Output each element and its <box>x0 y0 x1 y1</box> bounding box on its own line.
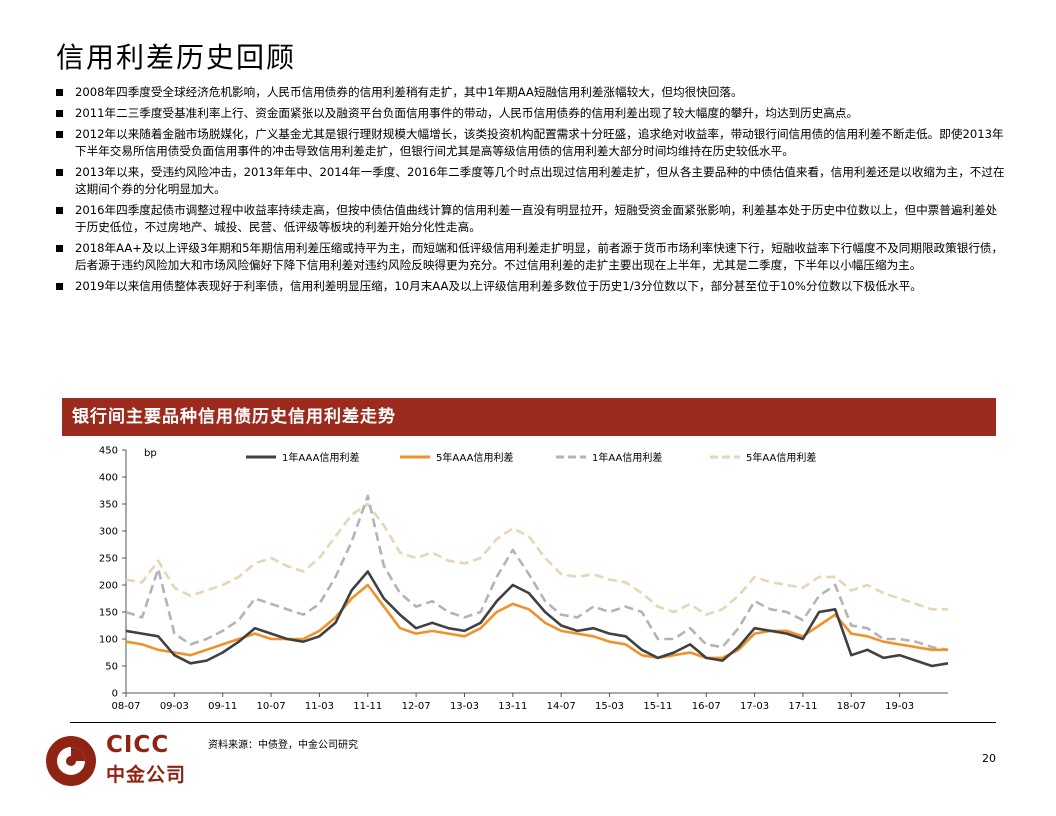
y-tick-label: 350 <box>99 500 118 511</box>
y-tick-label: 50 <box>105 662 118 673</box>
x-tick-label: 08-07 <box>111 701 140 712</box>
bullet-square-icon <box>56 89 63 96</box>
logo-text-cn: 中金公司 <box>106 764 187 786</box>
bullet-square-icon <box>56 169 63 176</box>
x-tick-label: 09-03 <box>160 701 189 712</box>
x-tick-label: 13-03 <box>450 701 479 712</box>
bullet-item: 2012年以来随着金融市场脱媒化，广义基金尤其是银行理财规模大幅增长，该类投资机… <box>56 126 1006 160</box>
legend-label-2: 5年AAA信用利差 <box>436 451 513 464</box>
logo-text-en: CICC <box>106 732 170 758</box>
y-axis-unit-label: bp <box>144 448 157 459</box>
bullet-square-icon <box>56 131 63 138</box>
y-tick-label: 450 <box>99 446 118 457</box>
page-number: 20 <box>982 752 996 765</box>
y-tick-label: 0 <box>112 689 118 700</box>
bullet-text: 2019年以来信用债整体表现好于利率债，信用利差明显压缩，10月末AA及以上评级… <box>75 279 922 293</box>
y-tick-label: 100 <box>99 635 118 646</box>
cicc-seal-icon <box>46 736 96 786</box>
bullet-list: 2008年四季度受全球经济危机影响，人民币信用债券的信用利差稍有走扩，其中1年期… <box>56 84 1006 299</box>
legend-label-4: 5年AA信用利差 <box>746 451 816 464</box>
x-tick-label: 19-03 <box>885 701 914 712</box>
chart-banner: 银行间主要品种信用债历史信用利差走势 <box>62 398 996 436</box>
y-tick-label: 300 <box>99 527 118 538</box>
spread-line-chart: 0 50 100 150 200 250 300 350 400 450 bp 08-07 09-03 0… <box>62 440 996 720</box>
bullet-square-icon <box>56 110 63 117</box>
bullet-square-icon <box>56 207 63 214</box>
bullet-text: 2013年以来，受违约风险冲击，2013年年中、2014年一季度、2016年二季… <box>75 165 1005 196</box>
chart-background <box>62 440 996 720</box>
bullet-item: 2008年四季度受全球经济危机影响，人民币信用债券的信用利差稍有走扩，其中1年期… <box>56 84 1006 101</box>
bullet-item: 2018年AA+及以上评级3年期和5年期信用利差压缩或持平为主，而短端和低评级信… <box>56 240 1006 274</box>
y-tick-label: 400 <box>99 473 118 484</box>
x-tick-label: 16-07 <box>692 701 721 712</box>
series-line-4 <box>125 502 948 616</box>
x-tick-label: 15-11 <box>643 701 672 712</box>
bullet-text: 2008年四季度受全球经济危机影响，人民币信用债券的信用利差稍有走扩，其中1年期… <box>75 85 743 99</box>
y-tick-label: 250 <box>99 554 118 565</box>
x-tick-label: 17-03 <box>740 701 769 712</box>
y-tick-label: 200 <box>99 581 118 592</box>
cicc-logo: CICC 中金公司 <box>44 730 204 790</box>
y-tick-label: 150 <box>99 608 118 619</box>
x-tick-label: 18-07 <box>837 701 866 712</box>
bullet-text: 2016年四季度起债市调整过程中收益率持续走高，但按中债估值曲线计算的信用利差一… <box>75 203 998 234</box>
bullet-text: 2012年以来随着金融市场脱媒化，广义基金尤其是银行理财规模大幅增长，该类投资机… <box>75 127 1004 158</box>
x-tick-label: 17-11 <box>788 701 817 712</box>
bullet-square-icon <box>56 245 63 252</box>
bullet-item: 2016年四季度起债市调整过程中收益率持续走高，但按中债估值曲线计算的信用利差一… <box>56 202 1006 236</box>
page-title: 信用利差历史回顾 <box>56 41 297 74</box>
x-tick-label: 12-07 <box>402 701 431 712</box>
legend-label-1: 1年AAA信用利差 <box>282 451 359 464</box>
footer-divider <box>70 722 996 723</box>
bullet-item: 2013年以来，受违约风险冲击，2013年年中、2014年一季度、2016年二季… <box>56 164 1006 198</box>
x-tick-label: 15-03 <box>595 701 624 712</box>
bullet-item: 2011年二三季度受基准利率上行、资金面紧张以及融资平台负面信用事件的带动，人民… <box>56 105 1006 122</box>
bullet-square-icon <box>56 283 63 290</box>
x-tick-label: 14-07 <box>547 701 576 712</box>
x-tick-label: 13-11 <box>498 701 527 712</box>
x-tick-label: 10-07 <box>257 701 286 712</box>
x-tick-label: 09-11 <box>208 701 237 712</box>
source-note: 资料来源：中债登，中金公司研究 <box>208 740 358 751</box>
bullet-item: 2019年以来信用债整体表现好于利率债，信用利差明显压缩，10月末AA及以上评级… <box>56 278 1006 295</box>
x-tick-label: 11-11 <box>353 701 382 712</box>
legend-label-3: 1年AA信用利差 <box>592 451 662 464</box>
series-line-2 <box>125 583 948 660</box>
x-tick-label: 11-03 <box>305 701 334 712</box>
bullet-text: 2011年二三季度受基准利率上行、资金面紧张以及融资平台负面信用事件的带动，人民… <box>75 106 859 120</box>
series-line-1 <box>125 570 949 668</box>
series-line-3 <box>125 494 949 652</box>
bullet-text: 2018年AA+及以上评级3年期和5年期信用利差压缩或持平为主，而短端和低评级信… <box>75 241 1004 272</box>
